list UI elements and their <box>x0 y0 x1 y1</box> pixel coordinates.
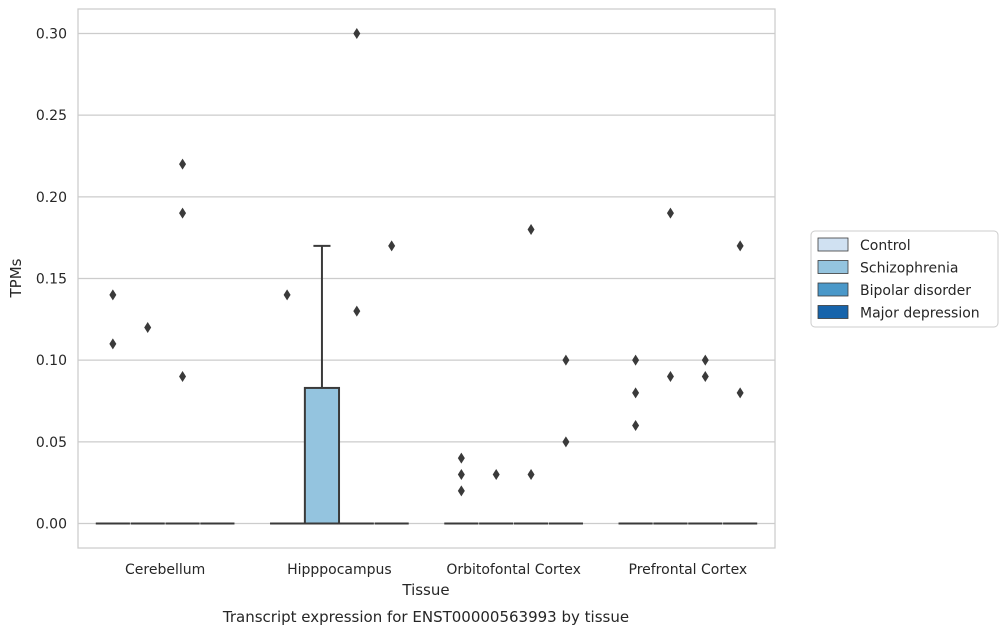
outlier-point <box>666 371 674 382</box>
legend-label: Major depression <box>860 306 980 322</box>
outlier-point <box>527 469 535 480</box>
outlier-point <box>562 436 570 448</box>
x-tick-label: Prefrontal Cortex <box>629 562 748 578</box>
outlier-point <box>353 305 361 317</box>
x-axis-label: Tissue <box>401 581 449 599</box>
box-group <box>723 240 758 525</box>
outlier-point <box>632 420 640 431</box>
outlier-point <box>457 485 465 497</box>
outlier-point <box>701 371 709 382</box>
outlier-point <box>701 354 709 366</box>
outlier-point <box>736 387 744 399</box>
y-tick-label: 0.25 <box>36 108 67 124</box>
y-tick-label: 0.30 <box>36 27 67 43</box>
y-tick-label: 0.00 <box>36 517 67 533</box>
outlier-point <box>666 207 674 219</box>
legend-label: Control <box>860 238 911 254</box>
legend-label: Bipolar disorder <box>860 283 971 299</box>
outlier-point <box>632 354 640 366</box>
outlier-point <box>179 207 187 219</box>
y-tick-label: 0.20 <box>36 190 67 206</box>
legend-item: Schizophrenia <box>817 260 958 277</box>
x-tick-label: Cerebellum <box>125 562 205 578</box>
y-tick-label: 0.05 <box>36 435 67 451</box>
plot-frame <box>77 8 776 549</box>
outlier-point <box>457 452 465 464</box>
box-series <box>95 28 758 525</box>
outlier-point <box>179 371 187 382</box>
y-axis-label: TPMs <box>7 258 25 298</box>
y-tick-label: 0.10 <box>36 353 67 369</box>
legend-frame <box>810 230 999 328</box>
box-group <box>688 354 723 525</box>
outlier-point <box>179 158 187 170</box>
box-group <box>653 207 688 525</box>
legend-swatch <box>817 305 849 319</box>
box-group <box>165 158 200 525</box>
box-group <box>513 224 549 525</box>
box-group <box>130 322 165 525</box>
outlier-point <box>388 240 396 252</box>
box-group <box>95 289 130 525</box>
outlier-point <box>457 469 465 480</box>
box-group <box>374 240 409 525</box>
outlier-point <box>562 354 570 366</box>
legend: Control Schizophrenia Bipolar disorder Majo… <box>810 230 999 328</box>
chart-caption: Transcript expression for ENST0000056399… <box>222 608 629 626</box>
legend-swatch <box>817 237 849 252</box>
outlier-point <box>144 322 152 333</box>
legend-item: Bipolar disorder <box>817 282 971 299</box>
x-tick-label: Hipppocampus <box>287 562 392 578</box>
outlier-point <box>736 240 744 252</box>
outlier-point <box>283 289 291 301</box>
legend-item: Major depression <box>817 305 980 322</box>
outlier-point <box>632 387 640 399</box>
y-tick-labels: 0.00 0.05 0.10 0.15 0.20 0.25 0.30 <box>36 27 67 533</box>
outlier-point <box>109 289 117 301</box>
outlier-point <box>353 28 361 39</box>
box-group <box>548 354 583 525</box>
box-group <box>479 469 514 525</box>
y-tick-label: 0.15 <box>36 272 67 288</box>
legend-swatch <box>817 260 849 274</box>
outlier-point <box>492 469 500 480</box>
x-tick-labels: Cerebellum Hipppocampus Orbitofontal Corte… <box>125 562 747 578</box>
x-tick-label: Orbitofontal Cortex <box>446 562 581 578</box>
box-group <box>270 289 305 525</box>
outlier-point <box>109 338 117 350</box>
legend-item: Control <box>817 237 911 254</box>
legend-items: Control Schizophrenia Bipolar disorder Majo… <box>817 237 980 322</box>
legend-label: Schizophrenia <box>860 261 958 277</box>
box-group <box>339 28 374 525</box>
box <box>303 386 341 525</box>
box-group <box>444 452 479 525</box>
outlier-point <box>527 224 535 235</box>
box-group <box>303 244 341 525</box>
box-group <box>618 354 653 525</box>
legend-swatch <box>817 282 849 297</box>
